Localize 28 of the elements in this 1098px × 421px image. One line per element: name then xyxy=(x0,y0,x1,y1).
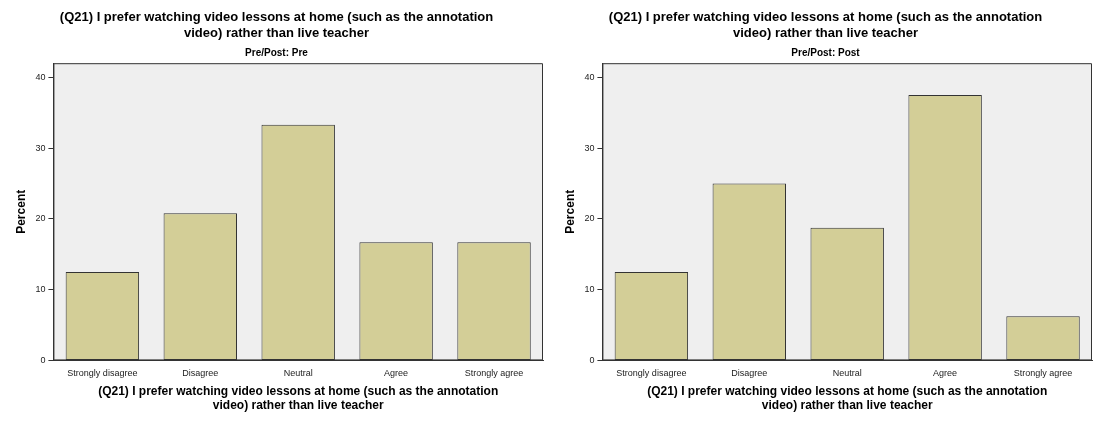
x-tick-label: Neutral xyxy=(832,368,862,379)
x-tick-label: Agree xyxy=(384,368,409,379)
y-tick-label: 30 xyxy=(584,142,595,153)
y-axis-title: Percent xyxy=(562,189,577,234)
x-tick-label: Strongly disagree xyxy=(67,368,138,379)
y-tick-label: 10 xyxy=(584,284,595,295)
y-tick-label: 20 xyxy=(35,213,46,224)
y-tick-label: 30 xyxy=(35,142,46,153)
x-tick-label: Disagree xyxy=(182,368,219,379)
chart-subtitle: Pre/Post: Pre xyxy=(245,46,309,58)
y-axis-title: Percent xyxy=(13,189,28,234)
y-tick-label: 0 xyxy=(40,354,46,365)
x-tick-label: Strongly agree xyxy=(1013,368,1073,379)
chart-title: (Q21) I prefer watching video lessons at home (such as the annotation video) rather than live teacher xyxy=(59,9,494,40)
x-tick-label: Agree xyxy=(933,368,958,379)
x-tick-label: Neutral xyxy=(283,368,313,379)
y-tick-label: 10 xyxy=(35,284,46,295)
y-tick-label: 20 xyxy=(584,213,595,224)
y-tick-label: 40 xyxy=(35,71,46,82)
chart-title: (Q21) I prefer watching video lessons at home (such as the annotation video) rather than live teacher xyxy=(608,9,1043,40)
x-tick-label: Strongly disagree xyxy=(616,368,687,379)
x-tick-label: Strongly agree xyxy=(464,368,524,379)
x-axis-title: (Q21) I prefer watching video lessons at home (such as the annotation video) rather than live teacher xyxy=(98,383,499,413)
x-axis-title: (Q21) I prefer watching video lessons at home (such as the annotation video) rather than live teacher xyxy=(647,383,1048,413)
y-tick-label: 40 xyxy=(584,71,595,82)
chart-subtitle: Pre/Post: Post xyxy=(791,46,861,58)
x-tick-label: Disagree xyxy=(731,368,768,379)
y-tick-label: 0 xyxy=(589,354,595,365)
